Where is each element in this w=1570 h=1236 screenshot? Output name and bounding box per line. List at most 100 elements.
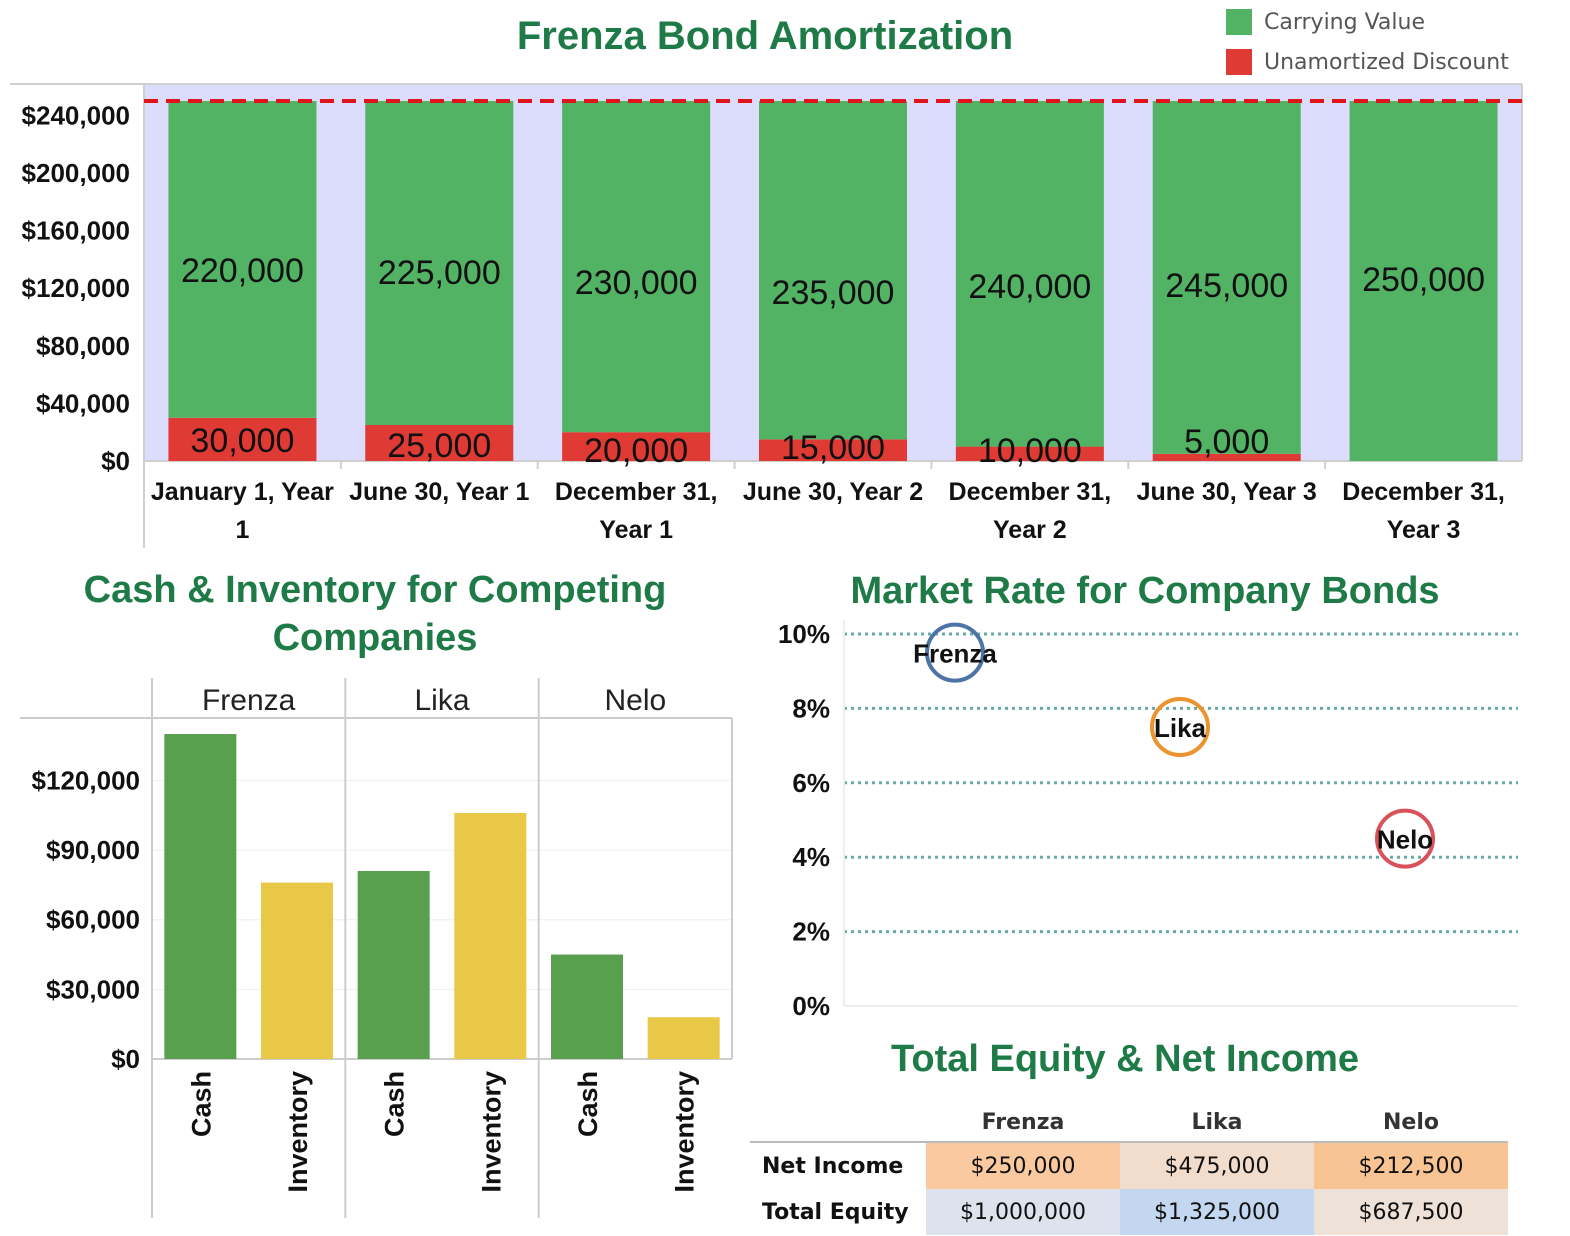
y-tick-label: $0 — [101, 446, 130, 476]
market-rate-title: Market Rate for Company Bonds — [850, 570, 1440, 612]
bar-discount-6 — [1152, 453, 1301, 461]
cell-net-income-nelo: $212,500 — [1314, 1142, 1508, 1189]
bar-discount-3 — [562, 432, 711, 461]
bar-discount-4 — [759, 439, 907, 461]
x-tick-label-inventory: Inventory — [476, 1071, 506, 1193]
bar-lika-inventory — [454, 812, 527, 1059]
bar-discount-2 — [365, 425, 514, 461]
equity-header-nelo: Nelo — [1383, 1110, 1439, 1135]
data-label-carrying: 250,000 — [1362, 261, 1485, 299]
y-tick-label: 2% — [792, 917, 830, 947]
y-tick-label: 4% — [792, 842, 830, 872]
cash-inventory-chart: $0 $30,000 $60,000 $90,000 $120,000 Frenza Cas… — [20, 678, 733, 1218]
x-tick-label-june-30-year-1: June 30, Year 1 — [349, 478, 529, 506]
x-tick-label-june-30-year-3: June 30, Year 3 — [1137, 478, 1317, 506]
table-row: Total Equity $1,000,000 $1,325,000 $687,… — [750, 1189, 1508, 1235]
row-label-total-equity: Total Equity — [750, 1189, 926, 1235]
point-label-frenza: Frenza — [913, 639, 997, 669]
legend-discount-swatch — [1226, 49, 1252, 75]
x-tick-label-june-30-year-2: June 30, Year 2 — [743, 478, 923, 506]
point-lika — [1150, 697, 1210, 757]
data-label-carrying: 225,000 — [378, 254, 501, 292]
bar-carrying-5 — [955, 101, 1104, 447]
bar-frenza-inventory — [261, 882, 333, 1059]
equity-table-wrap: Frenza Lika Nelo Net Income $250,000 $47… — [750, 1104, 1508, 1235]
table-row: Net Income $250,000 $475,000 $212,500 — [750, 1142, 1508, 1189]
y-tick-label: $40,000 — [36, 388, 130, 418]
bar-carrying-7 — [1349, 101, 1498, 461]
legend-carrying-swatch — [1226, 9, 1252, 35]
equity-header-lika: Lika — [1191, 1110, 1243, 1135]
x-tick-label-inventory: Inventory — [283, 1071, 313, 1193]
legend-carrying-value: Carrying Value — [1226, 2, 1509, 42]
data-label-carrying: 220,000 — [181, 252, 304, 290]
cash-inventory-title: Cash & Inventory for Competing Companies — [83, 569, 667, 659]
y-tick-label: $160,000 — [22, 216, 130, 246]
bar-discount-5 — [955, 446, 1104, 461]
bar-nelo-cash — [551, 954, 623, 1059]
data-label-discount: 30,000 — [190, 422, 294, 460]
legend-discount-label: Unamortized Discount — [1264, 49, 1509, 75]
cell-total-equity-lika: $1,325,000 — [1120, 1189, 1314, 1235]
panel-header-nelo: Nelo — [604, 684, 666, 717]
x-tick-label-january-1-year-1: January 1, Year 1 — [151, 478, 334, 544]
y-tick-label: $200,000 — [22, 158, 130, 188]
y-tick-label: $60,000 — [46, 905, 140, 935]
cell-net-income-lika: $475,000 — [1120, 1142, 1314, 1189]
y-tick-label: $120,000 — [22, 273, 130, 303]
data-label-discount: 20,000 — [584, 432, 688, 470]
bond-chart-title: Frenza Bond Amortization — [516, 14, 1014, 58]
cell-net-income-frenza: $250,000 — [926, 1142, 1120, 1189]
legend-carrying-label: Carrying Value — [1264, 9, 1425, 35]
bar-carrying-4 — [759, 101, 907, 440]
point-frenza — [925, 622, 985, 683]
y-tick-label: $240,000 — [22, 100, 130, 130]
equity-header-frenza: Frenza — [981, 1110, 1065, 1135]
bar-carrying-1 — [168, 101, 317, 418]
y-tick-label: $0 — [111, 1044, 140, 1074]
y-tick-label: $30,000 — [46, 974, 140, 1004]
bar-nelo-inventory — [647, 1017, 720, 1059]
x-tick-label-december-31-year-2: December 31, Year 2 — [949, 478, 1112, 544]
bar-carrying-6 — [1152, 101, 1301, 454]
panel-header-lika: Lika — [414, 684, 469, 717]
cell-total-equity-frenza: $1,000,000 — [926, 1189, 1120, 1235]
bar-lika-cash — [357, 870, 430, 1059]
panel-header-frenza: Frenza — [202, 684, 296, 717]
equity-header-row: Frenza Lika Nelo — [750, 1104, 1508, 1142]
bar-discount-1 — [168, 417, 317, 461]
data-label-carrying: 230,000 — [575, 264, 698, 302]
y-tick-label: $80,000 — [36, 331, 130, 361]
data-label-carrying: 245,000 — [1165, 267, 1288, 305]
data-label-discount: 10,000 — [978, 432, 1082, 470]
data-label-discount: 25,000 — [387, 427, 491, 465]
point-label-nelo: Nelo — [1377, 825, 1433, 855]
y-tick-label: 6% — [792, 768, 830, 798]
y-tick-label: 8% — [792, 693, 830, 723]
equity-table: Frenza Lika Nelo Net Income $250,000 $47… — [750, 1104, 1508, 1235]
equity-header-blank — [750, 1104, 926, 1142]
bar-frenza-cash — [164, 734, 237, 1059]
x-tick-label-cash: Cash — [573, 1071, 603, 1137]
x-tick-label-december-31-year-3: December 31, Year 3 — [1342, 478, 1505, 544]
legend-unamortized-discount: Unamortized Discount — [1226, 42, 1509, 82]
x-tick-label-cash: Cash — [186, 1071, 216, 1137]
y-tick-label: $90,000 — [46, 835, 140, 865]
y-tick-label: $120,000 — [32, 765, 140, 795]
x-tick-label-december-31-year-1: December 31, Year 1 — [555, 478, 718, 544]
y-tick-label: 10% — [778, 620, 830, 649]
row-label-net-income: Net Income — [750, 1142, 926, 1189]
point-label-lika: Lika — [1154, 713, 1207, 743]
cell-total-equity-nelo: $687,500 — [1314, 1189, 1508, 1235]
y-tick-label: 0% — [792, 991, 830, 1020]
bond-chart-legend: Carrying Value Unamortized Discount — [1226, 2, 1509, 82]
data-label-carrying: 235,000 — [772, 274, 895, 312]
x-tick-label-inventory: Inventory — [670, 1071, 700, 1193]
bar-carrying-2 — [365, 101, 514, 425]
market-rate-chart: 0% 2% 4% 6% 8% 10% Frenza Lika Nelo — [778, 620, 1518, 1020]
x-tick-label-cash: Cash — [380, 1071, 410, 1137]
data-label-discount: 5,000 — [1184, 423, 1269, 461]
bond-amortization-chart: $0 $40,000 $80,000 $120,000 $160,000 $200,000… — [10, 83, 1523, 548]
data-label-carrying: 240,000 — [968, 268, 1091, 306]
point-nelo — [1375, 808, 1435, 869]
